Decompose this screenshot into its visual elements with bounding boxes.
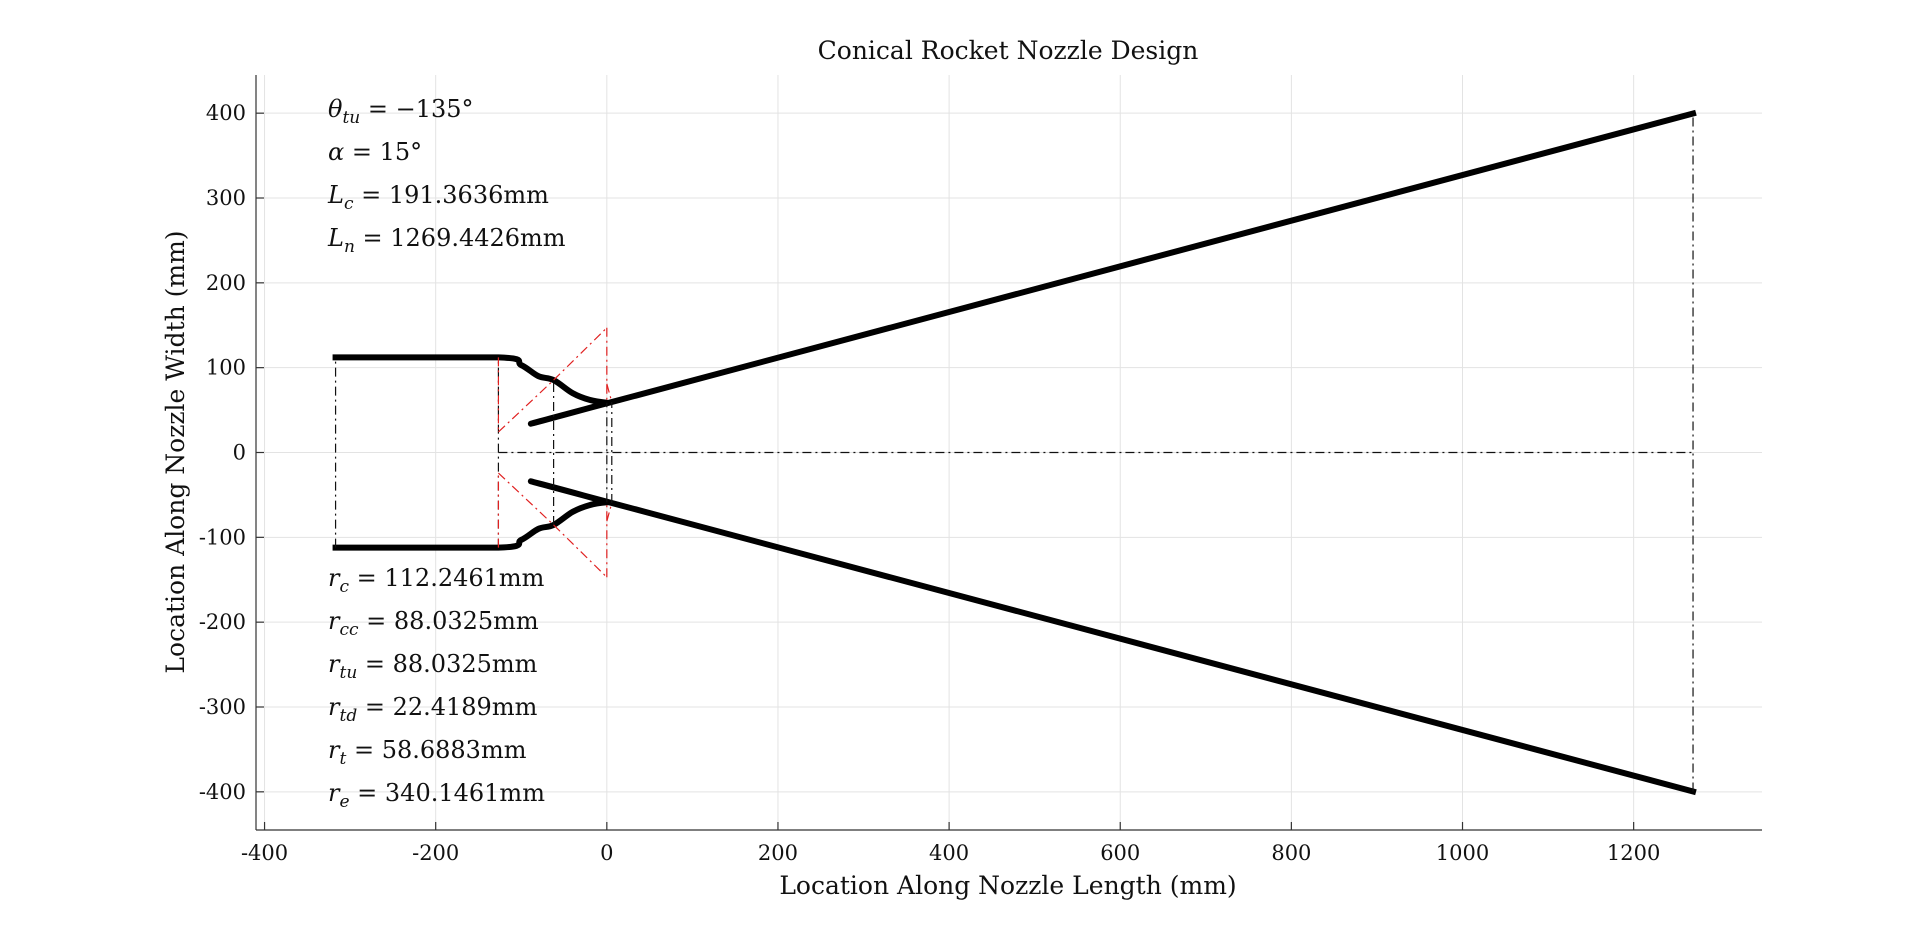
y-tick-label: -300 — [199, 695, 246, 719]
x-tick-label: -400 — [241, 841, 288, 865]
x-tick-label: 600 — [1100, 841, 1140, 865]
x-tick-label: 400 — [929, 841, 969, 865]
radius-annotation-line: rtu = 88.0325mm — [328, 650, 538, 683]
annotations: θtu = −135° α = 15° Lc = 191.3636mm Ln = 12… — [327, 95, 566, 812]
nozzle-upper-wall — [332, 109, 1697, 427]
y-tick-label: 0 — [233, 441, 246, 465]
x-tick-label: -200 — [412, 841, 459, 865]
y-tick-label: -400 — [199, 780, 246, 804]
y-tick-label: -100 — [199, 525, 246, 549]
radius-annotation-line: rtd = 22.4189mm — [328, 693, 538, 726]
radius-annotation-line: rc = 112.2461mm — [328, 564, 545, 597]
x-tick-label: 1200 — [1607, 841, 1660, 865]
param-annotation-line: α = 15° — [328, 138, 422, 166]
x-tick-label: 1000 — [1436, 841, 1489, 865]
y-tick-label: 300 — [206, 186, 246, 210]
chart-title: Conical Rocket Nozzle Design — [818, 36, 1199, 65]
param-annotation-line: θtu = −135° — [328, 95, 474, 128]
construction-line — [553, 327, 608, 381]
x-tick-label: 800 — [1271, 841, 1311, 865]
construction-line — [606, 502, 613, 522]
y-tick-label: 200 — [206, 271, 246, 295]
x-tick-label: 200 — [758, 841, 798, 865]
y-axis-label: Location Along Nozzle Width (mm) — [161, 230, 190, 673]
x-tick-label: 0 — [600, 841, 613, 865]
param-annotation-line: Ln = 1269.4426mm — [327, 224, 566, 257]
nozzle-lower-wall — [332, 478, 1697, 796]
x-axis-label: Location Along Nozzle Length (mm) — [779, 871, 1236, 900]
radius-annotation-line: rcc = 88.0325mm — [328, 607, 539, 640]
y-tick-label: -200 — [199, 610, 246, 634]
construction-line — [498, 472, 555, 526]
radius-annotation-line: rt = 58.6883mm — [328, 736, 527, 769]
construction-line — [498, 379, 555, 433]
tick-labels: -400 -200 0 200 400 600 800 1000 120040030020010… — [199, 101, 1661, 865]
param-annotation-line: Lc = 191.3636mm — [327, 181, 549, 214]
y-tick-label: 400 — [206, 101, 246, 125]
radius-annotation-line: re = 340.1461mm — [328, 779, 545, 812]
y-tick-label: 100 — [206, 356, 246, 380]
plot-area — [332, 109, 1697, 796]
construction-line — [553, 524, 608, 578]
construction-line — [606, 383, 613, 403]
axes — [255, 75, 1762, 831]
